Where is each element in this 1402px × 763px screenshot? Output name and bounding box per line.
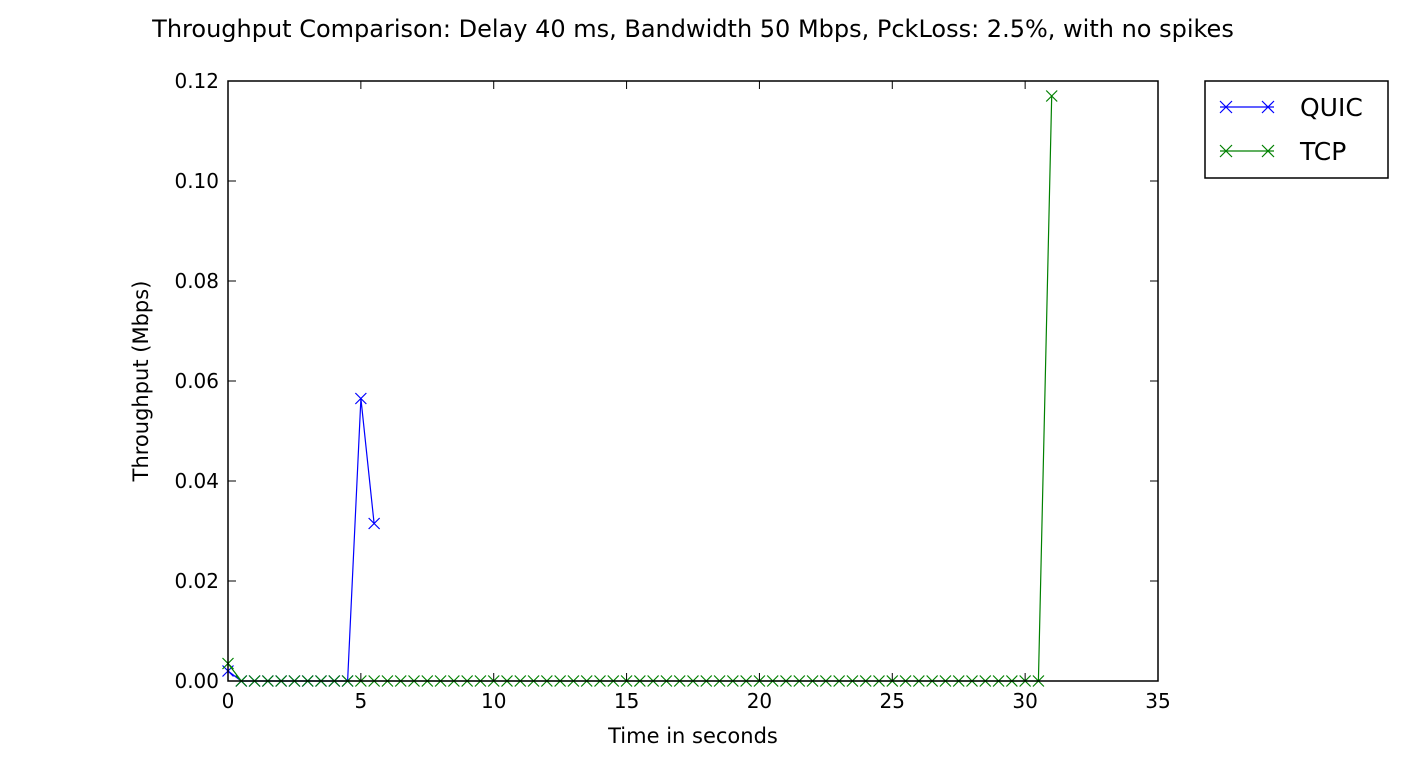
y-tick-label: 0.10 <box>174 169 219 193</box>
legend-quic-marker-end <box>1261 100 1275 114</box>
tcp-series <box>222 90 1058 687</box>
y-tick-label: 0.08 <box>174 269 219 293</box>
x-tick-label: 15 <box>614 689 639 713</box>
chart-title: Throughput Comparison: Delay 40 ms, Band… <box>151 15 1234 43</box>
y-axis: 0.00 0.02 0.04 0.06 0.08 0.10 0.12 <box>174 69 1158 693</box>
x-tick-label: 0 <box>222 689 235 713</box>
x-axis: 0 5 10 15 20 25 30 35 <box>222 81 1171 713</box>
legend-tcp-marker-start <box>1219 144 1233 158</box>
quic-line <box>227 398 375 682</box>
legend-quic-marker-start <box>1219 100 1233 114</box>
legend-tcp-marker-end <box>1261 144 1275 158</box>
y-tick-label: 0.02 <box>174 569 219 593</box>
y-tick-label: 0.00 <box>174 669 219 693</box>
legend: QUIC TCP <box>1204 80 1389 179</box>
x-tick-label: 5 <box>354 689 367 713</box>
x-tick-label: 10 <box>481 689 506 713</box>
legend-tcp-label: TCP <box>1299 137 1346 166</box>
legend-quic-label: QUIC <box>1300 93 1363 122</box>
x-tick-label: 25 <box>880 689 905 713</box>
series-layer <box>222 90 1058 687</box>
x-axis-label: Time in seconds <box>607 724 778 748</box>
y-tick-label: 0.04 <box>174 469 219 493</box>
tcp-point <box>1045 90 1058 102</box>
quic-point <box>354 392 367 405</box>
x-tick-label: 20 <box>747 689 772 713</box>
quic-series <box>222 392 381 687</box>
plot-frame <box>227 80 1159 682</box>
x-tick-label: 35 <box>1145 689 1170 713</box>
quic-point <box>368 517 381 530</box>
x-tick-label: 30 <box>1012 689 1037 713</box>
y-tick-label: 0.12 <box>174 69 219 93</box>
legend-frame <box>1204 80 1389 179</box>
y-axis-label: Throughput (Mbps) <box>129 281 153 483</box>
y-tick-label: 0.06 <box>174 369 219 393</box>
